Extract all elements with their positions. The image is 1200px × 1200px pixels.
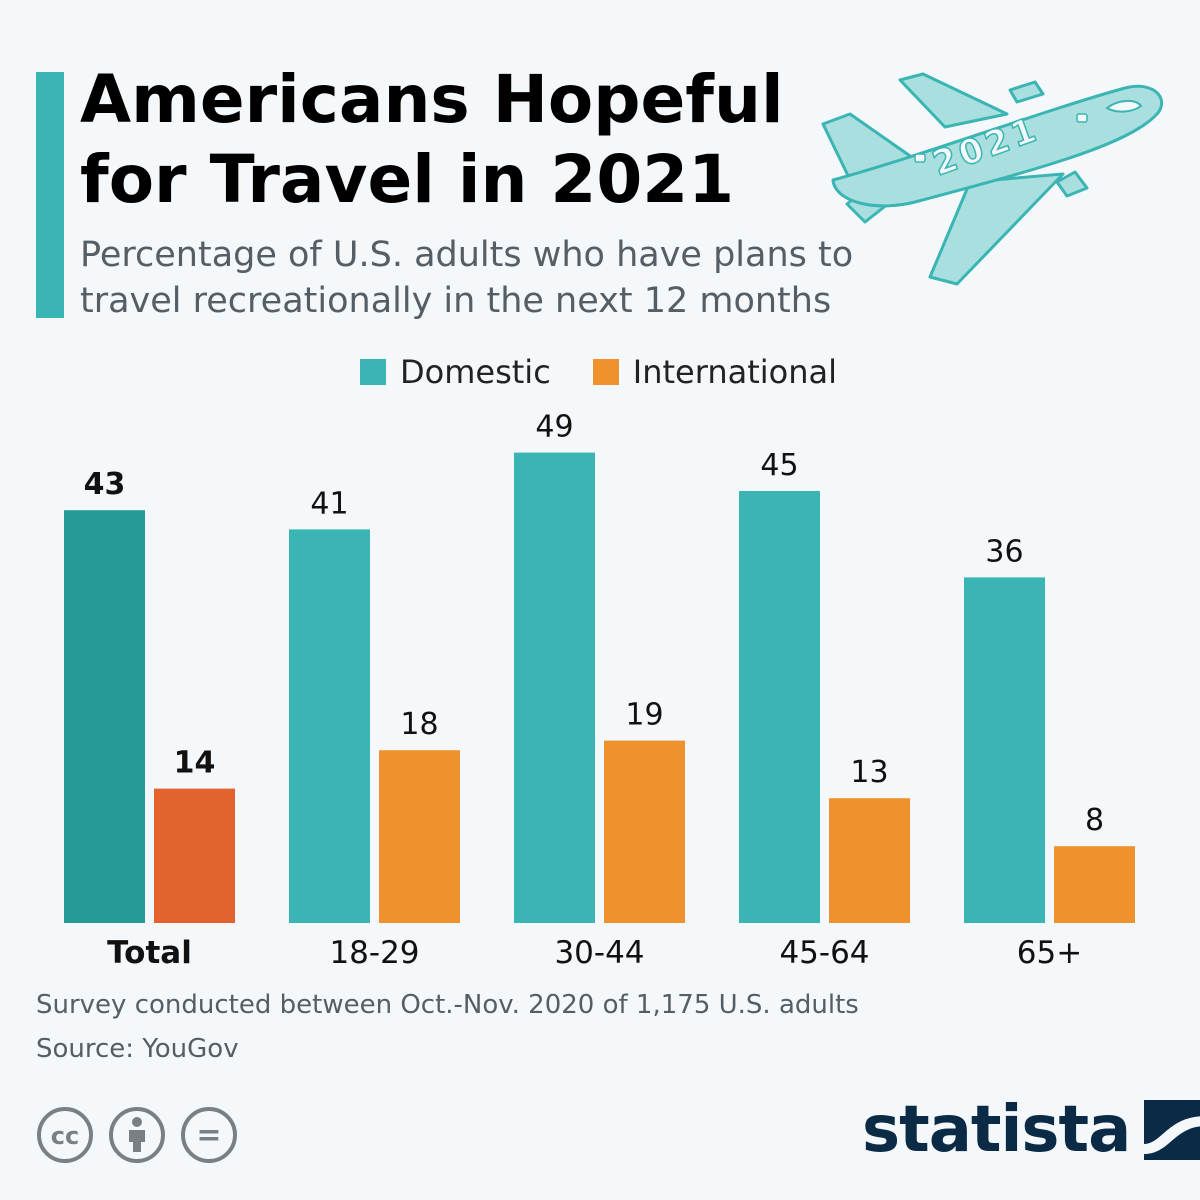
x-tick-label-total: Total <box>107 935 192 971</box>
data-label-domestic-total: 43 <box>84 467 126 502</box>
x-tick-label-30-44: 30-44 <box>554 935 644 971</box>
legend-item-domestic: Domestic <box>360 353 551 391</box>
data-label-international-65-: 8 <box>1085 803 1104 838</box>
cc-glyph: cc <box>51 1122 79 1150</box>
airplane-icon: 2021 <box>821 72 1163 286</box>
data-label-international-18-29: 18 <box>400 707 438 742</box>
x-tick-label-18-29: 18-29 <box>329 935 419 971</box>
bar-domestic-30-44 <box>514 452 595 923</box>
bar-domestic-45-64 <box>739 491 820 923</box>
cc-icon[interactable]: cc <box>36 1106 94 1164</box>
data-label-domestic-30-44: 49 <box>535 410 573 445</box>
bar-domestic-65- <box>964 577 1045 923</box>
x-tick-label-65-: 65+ <box>1017 935 1082 971</box>
data-label-domestic-45-64: 45 <box>760 448 798 483</box>
legend-swatch-domestic <box>360 359 386 385</box>
bar-international-18-29 <box>379 750 460 923</box>
bar-chart: 43 14 Total 41 18 18-29 49 19 30-44 45 13 45-64 36 8 6… <box>64 410 1135 971</box>
legend-label-domestic: Domestic <box>400 353 551 391</box>
chart-subtitle-line-1: Percentage of U.S. adults who have plans… <box>80 235 854 275</box>
survey-note: Survey conducted between Oct.-Nov. 2020 … <box>36 990 859 1020</box>
chart-title-line-1: Americans Hopeful <box>80 61 784 138</box>
legend-swatch-international <box>592 359 619 385</box>
chart-title: Americans Hopeful for Travel in 2021 <box>80 60 800 220</box>
x-tick-label-45-64: 45-64 <box>779 935 869 971</box>
license-icons: cc = <box>36 1106 252 1164</box>
no-derivatives-icon[interactable]: = <box>180 1106 238 1164</box>
bar-international-45-64 <box>829 798 910 923</box>
brand-wordmark: statista <box>862 1093 1131 1167</box>
legend-item-international: International <box>592 353 838 391</box>
chart-subtitle: Percentage of U.S. adults who have plans… <box>80 232 900 324</box>
no-derivatives-glyph: = <box>196 1118 221 1153</box>
bar-domestic-18-29 <box>289 529 370 923</box>
bar-domestic-total <box>64 510 145 923</box>
chart-subtitle-line-2: travel recreationally in the next 12 mon… <box>80 281 832 321</box>
data-label-international-total: 14 <box>174 746 216 781</box>
statista-logo[interactable]: statista <box>862 1090 1200 1170</box>
legend-label-international: International <box>632 353 838 391</box>
data-label-domestic-18-29: 41 <box>310 486 348 521</box>
title-accent-bar <box>36 72 64 318</box>
data-label-international-45-64: 13 <box>850 755 888 790</box>
bar-international-total <box>154 788 235 923</box>
source-note: Source: YouGov <box>36 1034 239 1064</box>
bar-international-65- <box>1054 846 1135 923</box>
statista-mark-icon <box>1144 1100 1200 1160</box>
chart-legend: Domestic International <box>360 350 879 394</box>
attribution-icon[interactable] <box>108 1106 166 1164</box>
chart-title-line-2: for Travel in 2021 <box>80 141 735 218</box>
data-label-international-30-44: 19 <box>625 698 663 733</box>
bar-international-30-44 <box>604 740 685 923</box>
data-label-domestic-65-: 36 <box>985 534 1023 569</box>
